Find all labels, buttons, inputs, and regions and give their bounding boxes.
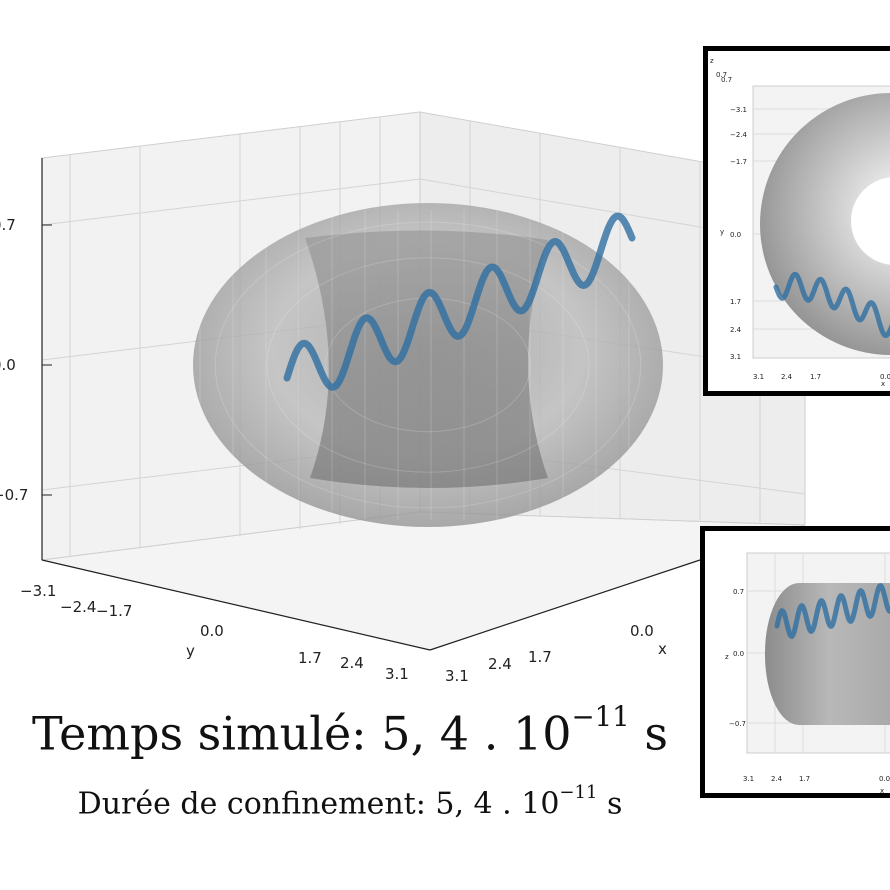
top-view-xlabel: x bbox=[881, 380, 885, 388]
y-tick-label: −2.4 bbox=[60, 598, 96, 616]
simulated-time-exponent: −11 bbox=[571, 700, 630, 733]
x-axis-label: x bbox=[658, 640, 667, 658]
y-axis-label: y bbox=[186, 642, 195, 660]
confinement-duration-caption: Durée de confinement: 5, 4 . 10−11 s bbox=[0, 782, 700, 821]
side-view-trajectory bbox=[774, 583, 890, 639]
x-tick-label: 2.4 bbox=[488, 655, 512, 673]
top-view-y-tick: −2.4 bbox=[730, 131, 748, 139]
side-view-ztick: 0.7 bbox=[733, 588, 744, 596]
side-view-x-tick: 2.4 bbox=[771, 775, 783, 783]
top-view-y-tick: 2.4 bbox=[730, 326, 742, 334]
y-tick-label: 1.7 bbox=[298, 649, 322, 667]
top-view-x-tick: 1.7 bbox=[810, 373, 821, 381]
side-view-ticks: 3.1 2.4 1.7 0.0 bbox=[743, 775, 890, 783]
y-tick-label: 0.0 bbox=[200, 622, 224, 640]
x-tick-label: 3.1 bbox=[445, 667, 469, 685]
side-view-inset: z 0.7 0.0 −0.7 x 3.1 2.4 1.7 0.0 bbox=[700, 526, 890, 798]
confinement-exponent: −11 bbox=[559, 782, 598, 803]
side-view-torus bbox=[765, 583, 890, 725]
y-axis-line bbox=[41, 559, 431, 651]
top-view-ticks: −3.1 −2.4 −1.7 0.0 1.7 2.4 3.1 3.1 2.4 1.7 0.0 bbox=[730, 106, 890, 381]
simulated-time-unit: s bbox=[629, 706, 668, 761]
y-tick-label: 3.1 bbox=[385, 665, 409, 683]
z-tick-label: −0.7 bbox=[0, 486, 28, 504]
side-view-xlabel: x bbox=[880, 787, 884, 795]
top-view-y-tick: 3.1 bbox=[730, 353, 741, 361]
main-ticks: 0.7 0.0 −0.7 −3.1−2.4−1.7 0.0 1.7 2.4 3.1 y 3.1 2.… bbox=[0, 216, 667, 685]
top-view-ztick: 0.7 bbox=[721, 76, 732, 84]
side-view-ztick: 0.0 bbox=[733, 650, 744, 658]
top-view-x-tick: 2.4 bbox=[781, 373, 793, 381]
x-tick-label: 1.7 bbox=[528, 648, 552, 666]
particle-trajectory bbox=[283, 212, 636, 391]
side-view-plot: z 0.7 0.0 −0.7 x 3.1 2.4 1.7 0.0 bbox=[705, 531, 890, 795]
top-view-x-tick: 0.0 bbox=[880, 373, 890, 381]
side-view-ztick: −0.7 bbox=[729, 720, 746, 728]
side-view-zlabel: z bbox=[725, 653, 729, 661]
simulated-time-caption: Temps simulé: 5, 4 . 10−11 s bbox=[0, 700, 700, 760]
top-view-x-tick: 3.1 bbox=[753, 373, 764, 381]
simulated-time-mantissa: 5, 4 . 10 bbox=[381, 706, 572, 761]
confinement-label: Durée de confinement: bbox=[77, 786, 436, 822]
top-view-torus bbox=[760, 93, 890, 355]
top-view-torus-hole bbox=[851, 177, 890, 265]
top-view-y-tick: −3.1 bbox=[730, 106, 747, 114]
top-view-zlabel: z bbox=[710, 57, 714, 65]
y-tick-label: −3.1 bbox=[20, 582, 56, 600]
top-view-inset: z 0.7 0.7 y x −3.1 −2.4 −1.7 0.0 1.7 2.4 3.1 3.… bbox=[703, 46, 890, 396]
z-tick-label: 0.0 bbox=[0, 356, 16, 374]
y-tick-label: −1.7 bbox=[96, 602, 132, 620]
z-tick-label: 0.7 bbox=[0, 216, 16, 234]
side-view-x-tick: 3.1 bbox=[743, 775, 754, 783]
top-view-trajectory bbox=[773, 271, 890, 338]
top-view-y-tick: 1.7 bbox=[730, 298, 741, 306]
top-view-y-tick: 0.0 bbox=[730, 231, 741, 239]
torus-mesh bbox=[199, 210, 642, 520]
x-tick-label: 0.0 bbox=[630, 622, 654, 640]
top-view-plot: z 0.7 0.7 y x −3.1 −2.4 −1.7 0.0 1.7 2.4 3.1 3.… bbox=[708, 51, 890, 391]
top-view-ztick: 0.7 bbox=[716, 71, 727, 79]
top-view-y-tick: −1.7 bbox=[730, 158, 747, 166]
x-axis-line bbox=[429, 559, 701, 651]
y-tick-label: 2.4 bbox=[340, 654, 364, 672]
side-view-x-tick: 0.0 bbox=[879, 775, 890, 783]
simulated-time-label: Temps simulé: bbox=[32, 706, 382, 761]
top-view-ylabel: y bbox=[720, 228, 724, 236]
side-view-x-tick: 1.7 bbox=[799, 775, 810, 783]
torus-inner-hole bbox=[305, 230, 548, 488]
confinement-unit: s bbox=[597, 786, 623, 822]
confinement-mantissa: 5, 4 . 10 bbox=[435, 786, 560, 822]
